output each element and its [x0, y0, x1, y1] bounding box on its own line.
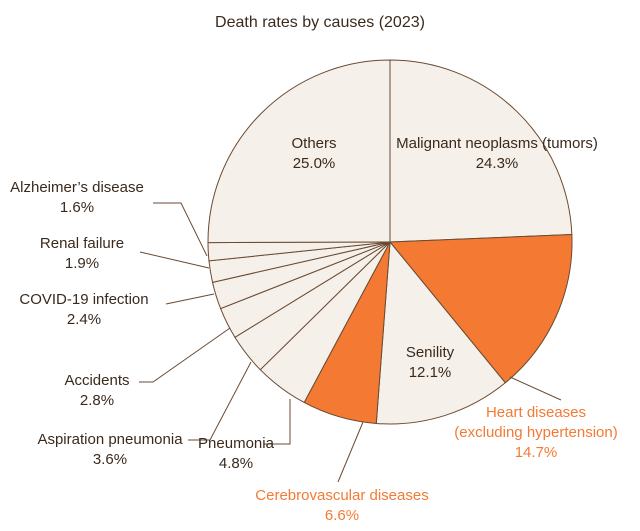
slice-label-4: Cerebrovascular diseases 6.6% — [255, 487, 428, 524]
slice-label-1: Malignant neoplasms (tumors) 24.3% — [396, 135, 598, 172]
pie-slice-3 — [375, 240, 507, 425]
slice-label-9: Renal failure 1.9% — [40, 235, 124, 272]
pie-slices — [207, 59, 573, 425]
leader-line-6 — [188, 361, 252, 441]
leader-line-2 — [509, 376, 562, 401]
slice-label-2: Heart diseases (excluding hypertension) 14… — [454, 404, 617, 461]
pie-slice-2 — [388, 234, 573, 384]
slice-label-10: Alzheimer’s disease 1.6% — [10, 179, 144, 216]
leader-lines — [139, 202, 562, 483]
leader-line-4 — [337, 421, 364, 483]
slice-label-8: COVID-19 infection 2.4% — [19, 291, 148, 328]
leader-line-8 — [165, 293, 215, 305]
leader-line-5 — [264, 399, 291, 445]
leader-line-9 — [139, 251, 210, 269]
slice-label-6: Aspiration pneumonia 3.6% — [37, 431, 183, 468]
leader-line-10 — [153, 202, 208, 257]
slice-label-7: Accidents 2.8% — [64, 372, 129, 409]
slice-labels: Malignant neoplasms (tumors) 24.3% Heart d… — [10, 135, 618, 524]
chart-title: Death rates by causes (2023) — [215, 14, 425, 31]
slice-label-3: Senility 12.1% — [406, 344, 455, 381]
pie-slice-11 — [207, 59, 391, 244]
pie-slice-1 — [389, 59, 573, 243]
slice-label-5: Pneumonia 4.8% — [198, 435, 275, 472]
slice-label-11: Others 25.0% — [291, 135, 336, 172]
leader-line-7 — [139, 327, 231, 383]
